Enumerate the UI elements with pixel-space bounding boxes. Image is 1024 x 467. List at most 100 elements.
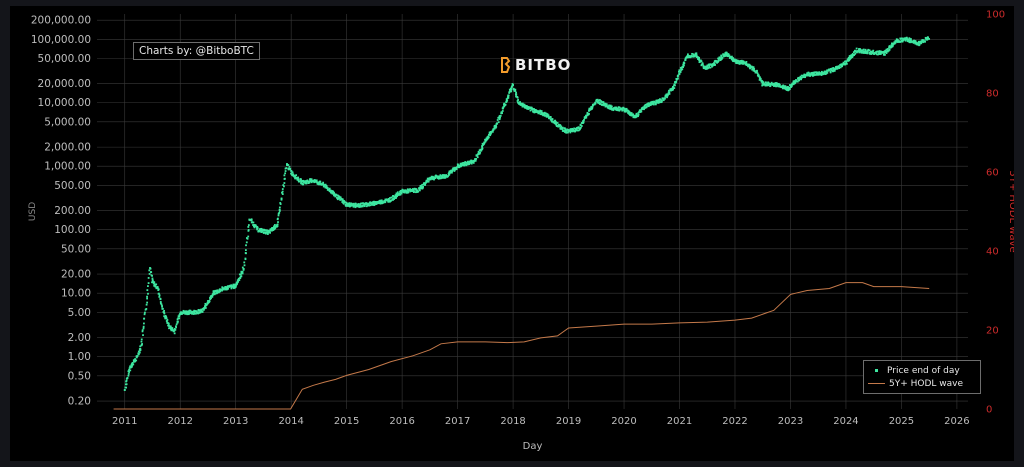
price-point bbox=[447, 172, 450, 175]
price-point bbox=[328, 187, 331, 190]
price-point bbox=[437, 175, 440, 178]
price-point bbox=[586, 111, 589, 114]
legend-item-hodl[interactable]: 5Y+ HODL wave bbox=[868, 377, 976, 390]
price-point bbox=[597, 99, 600, 102]
price-point bbox=[878, 51, 880, 54]
price-point bbox=[730, 58, 733, 61]
price-point bbox=[872, 49, 875, 52]
price-point bbox=[430, 175, 433, 178]
price-point bbox=[294, 175, 296, 178]
price-point bbox=[820, 74, 823, 76]
price-point bbox=[636, 114, 639, 117]
price-point bbox=[516, 96, 519, 99]
price-point bbox=[244, 257, 247, 260]
price-point bbox=[920, 41, 923, 44]
price-point bbox=[209, 297, 212, 300]
price-point bbox=[247, 229, 250, 231]
price-point bbox=[854, 49, 856, 52]
price-point bbox=[773, 82, 776, 85]
price-point bbox=[700, 60, 703, 63]
y-tick-label: 100.00 bbox=[54, 224, 91, 236]
price-point bbox=[537, 110, 539, 112]
price-point bbox=[877, 53, 879, 56]
price-point bbox=[836, 65, 838, 68]
y-tick-label: 2.00 bbox=[68, 332, 91, 344]
price-point bbox=[127, 373, 130, 375]
price-point bbox=[731, 55, 733, 58]
price-point bbox=[547, 114, 550, 117]
price-point bbox=[633, 116, 636, 119]
price-point bbox=[719, 57, 722, 60]
price-point bbox=[472, 161, 475, 164]
price-point bbox=[359, 204, 362, 207]
price-point bbox=[897, 40, 900, 42]
price-point bbox=[396, 191, 399, 194]
price-point bbox=[678, 69, 681, 72]
price-point bbox=[347, 203, 349, 206]
price-point bbox=[426, 180, 429, 183]
price-point bbox=[812, 74, 815, 77]
price-point bbox=[750, 66, 753, 69]
price-point bbox=[901, 40, 904, 43]
price-point bbox=[515, 91, 517, 94]
price-point bbox=[787, 85, 789, 88]
bitbo-logo: BITBO bbox=[500, 56, 571, 74]
price-point bbox=[535, 109, 538, 112]
price-point bbox=[539, 110, 542, 113]
price-point bbox=[501, 112, 503, 115]
legend-item-price[interactable]: Price end of day bbox=[868, 364, 976, 377]
price-point bbox=[146, 297, 148, 300]
price-point bbox=[546, 114, 549, 117]
price-point bbox=[151, 281, 153, 284]
price-point bbox=[520, 102, 523, 105]
price-point bbox=[828, 69, 830, 72]
price-point bbox=[422, 186, 424, 188]
price-point bbox=[675, 81, 678, 83]
price-point bbox=[899, 40, 902, 43]
price-point bbox=[708, 65, 711, 68]
price-point bbox=[341, 201, 344, 203]
price-point bbox=[654, 102, 657, 104]
price-point bbox=[608, 104, 610, 107]
price-point bbox=[723, 53, 726, 56]
price-point bbox=[388, 199, 391, 202]
price-point bbox=[238, 279, 241, 282]
price-point bbox=[142, 325, 145, 328]
price-point bbox=[694, 53, 697, 56]
price-point bbox=[241, 266, 244, 269]
price-point bbox=[264, 231, 266, 234]
price-point bbox=[533, 111, 536, 114]
price-point bbox=[401, 188, 404, 191]
price-point bbox=[657, 101, 660, 104]
price-point bbox=[459, 162, 462, 165]
price-point bbox=[604, 105, 607, 108]
price-point bbox=[261, 230, 264, 233]
price-point bbox=[297, 176, 300, 179]
price-point bbox=[664, 94, 667, 97]
price-point bbox=[600, 100, 603, 103]
price-point bbox=[648, 104, 651, 106]
price-point bbox=[247, 224, 250, 226]
price-point bbox=[151, 277, 154, 280]
price-point bbox=[373, 203, 376, 206]
price-point bbox=[164, 315, 166, 318]
price-point bbox=[549, 118, 552, 121]
price-point bbox=[451, 170, 454, 173]
chart-legend[interactable]: Price end of day 5Y+ HODL wave bbox=[863, 360, 981, 394]
price-point bbox=[641, 106, 644, 109]
price-point bbox=[628, 111, 631, 114]
price-point bbox=[281, 188, 284, 190]
price-point bbox=[785, 86, 788, 89]
price-point bbox=[141, 329, 144, 332]
price-point bbox=[871, 51, 874, 54]
price-point bbox=[158, 295, 161, 298]
price-point bbox=[456, 166, 458, 169]
price-point bbox=[384, 201, 387, 204]
price-point bbox=[492, 128, 495, 131]
price-point bbox=[285, 167, 288, 169]
price-point bbox=[247, 226, 250, 228]
price-point bbox=[805, 73, 808, 76]
price-point bbox=[552, 121, 555, 124]
price-point bbox=[922, 39, 925, 42]
price-point bbox=[214, 289, 217, 292]
